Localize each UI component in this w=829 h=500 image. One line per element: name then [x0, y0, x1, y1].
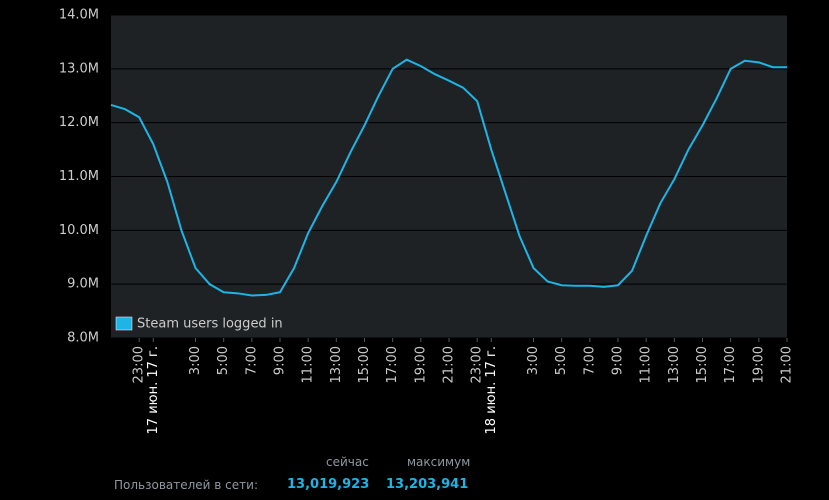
users-label: Пользователей в сети: — [114, 478, 258, 492]
x-tick-label: 17:00 — [723, 346, 738, 383]
x-tick-label: 7:00 — [582, 346, 597, 375]
peak-users: 13,203,941 — [386, 477, 469, 492]
x-tick-label: 11:00 — [639, 346, 654, 383]
header-peak: максимум — [407, 455, 471, 469]
x-tick-label: 19:00 — [751, 346, 766, 383]
x-tick-label: 5:00 — [216, 346, 231, 375]
x-tick-label: 9:00 — [273, 346, 288, 375]
x-tick-label: 11:00 — [301, 346, 316, 383]
x-tick-label: 23:00 — [470, 346, 485, 383]
legend-swatch — [115, 316, 133, 331]
x-tick-label: 3:00 — [526, 346, 541, 375]
y-tick-label: 10.0M — [59, 223, 99, 238]
x-tick-label: 9:00 — [611, 346, 626, 375]
x-tick-label: 21:00 — [780, 346, 795, 383]
x-tick-label: 17:00 — [385, 346, 400, 383]
x-tick-label: 23:00 — [132, 346, 147, 383]
legend-label: Steam users logged in — [137, 317, 283, 332]
x-tick-label: 3:00 — [188, 346, 203, 375]
x-tick-label: 7:00 — [244, 346, 259, 375]
x-tick-label: 17 июн. 17 г. — [146, 346, 161, 434]
x-tick-label: 13:00 — [667, 346, 682, 383]
y-tick-label: 14.0M — [59, 8, 99, 23]
x-tick-label: 15:00 — [357, 346, 372, 383]
x-tick-label: 13:00 — [329, 346, 344, 383]
current-users: 13,019,923 — [287, 477, 370, 492]
x-tick-label: 18 июн. 17 г. — [484, 346, 499, 434]
header-current: сейчас — [326, 455, 369, 469]
x-tick-label: 15:00 — [695, 346, 710, 383]
y-tick-label: 9.0M — [67, 277, 99, 292]
y-tick-label: 8.0M — [67, 331, 99, 346]
y-tick-label: 11.0M — [59, 169, 99, 184]
y-tick-label: 12.0M — [59, 115, 99, 130]
data-line — [110, 58, 787, 297]
x-tick-label: 21:00 — [442, 346, 457, 383]
x-tick-label: 5:00 — [554, 346, 569, 375]
x-tick-label: 19:00 — [413, 346, 428, 383]
y-tick-label: 13.0M — [59, 61, 99, 76]
